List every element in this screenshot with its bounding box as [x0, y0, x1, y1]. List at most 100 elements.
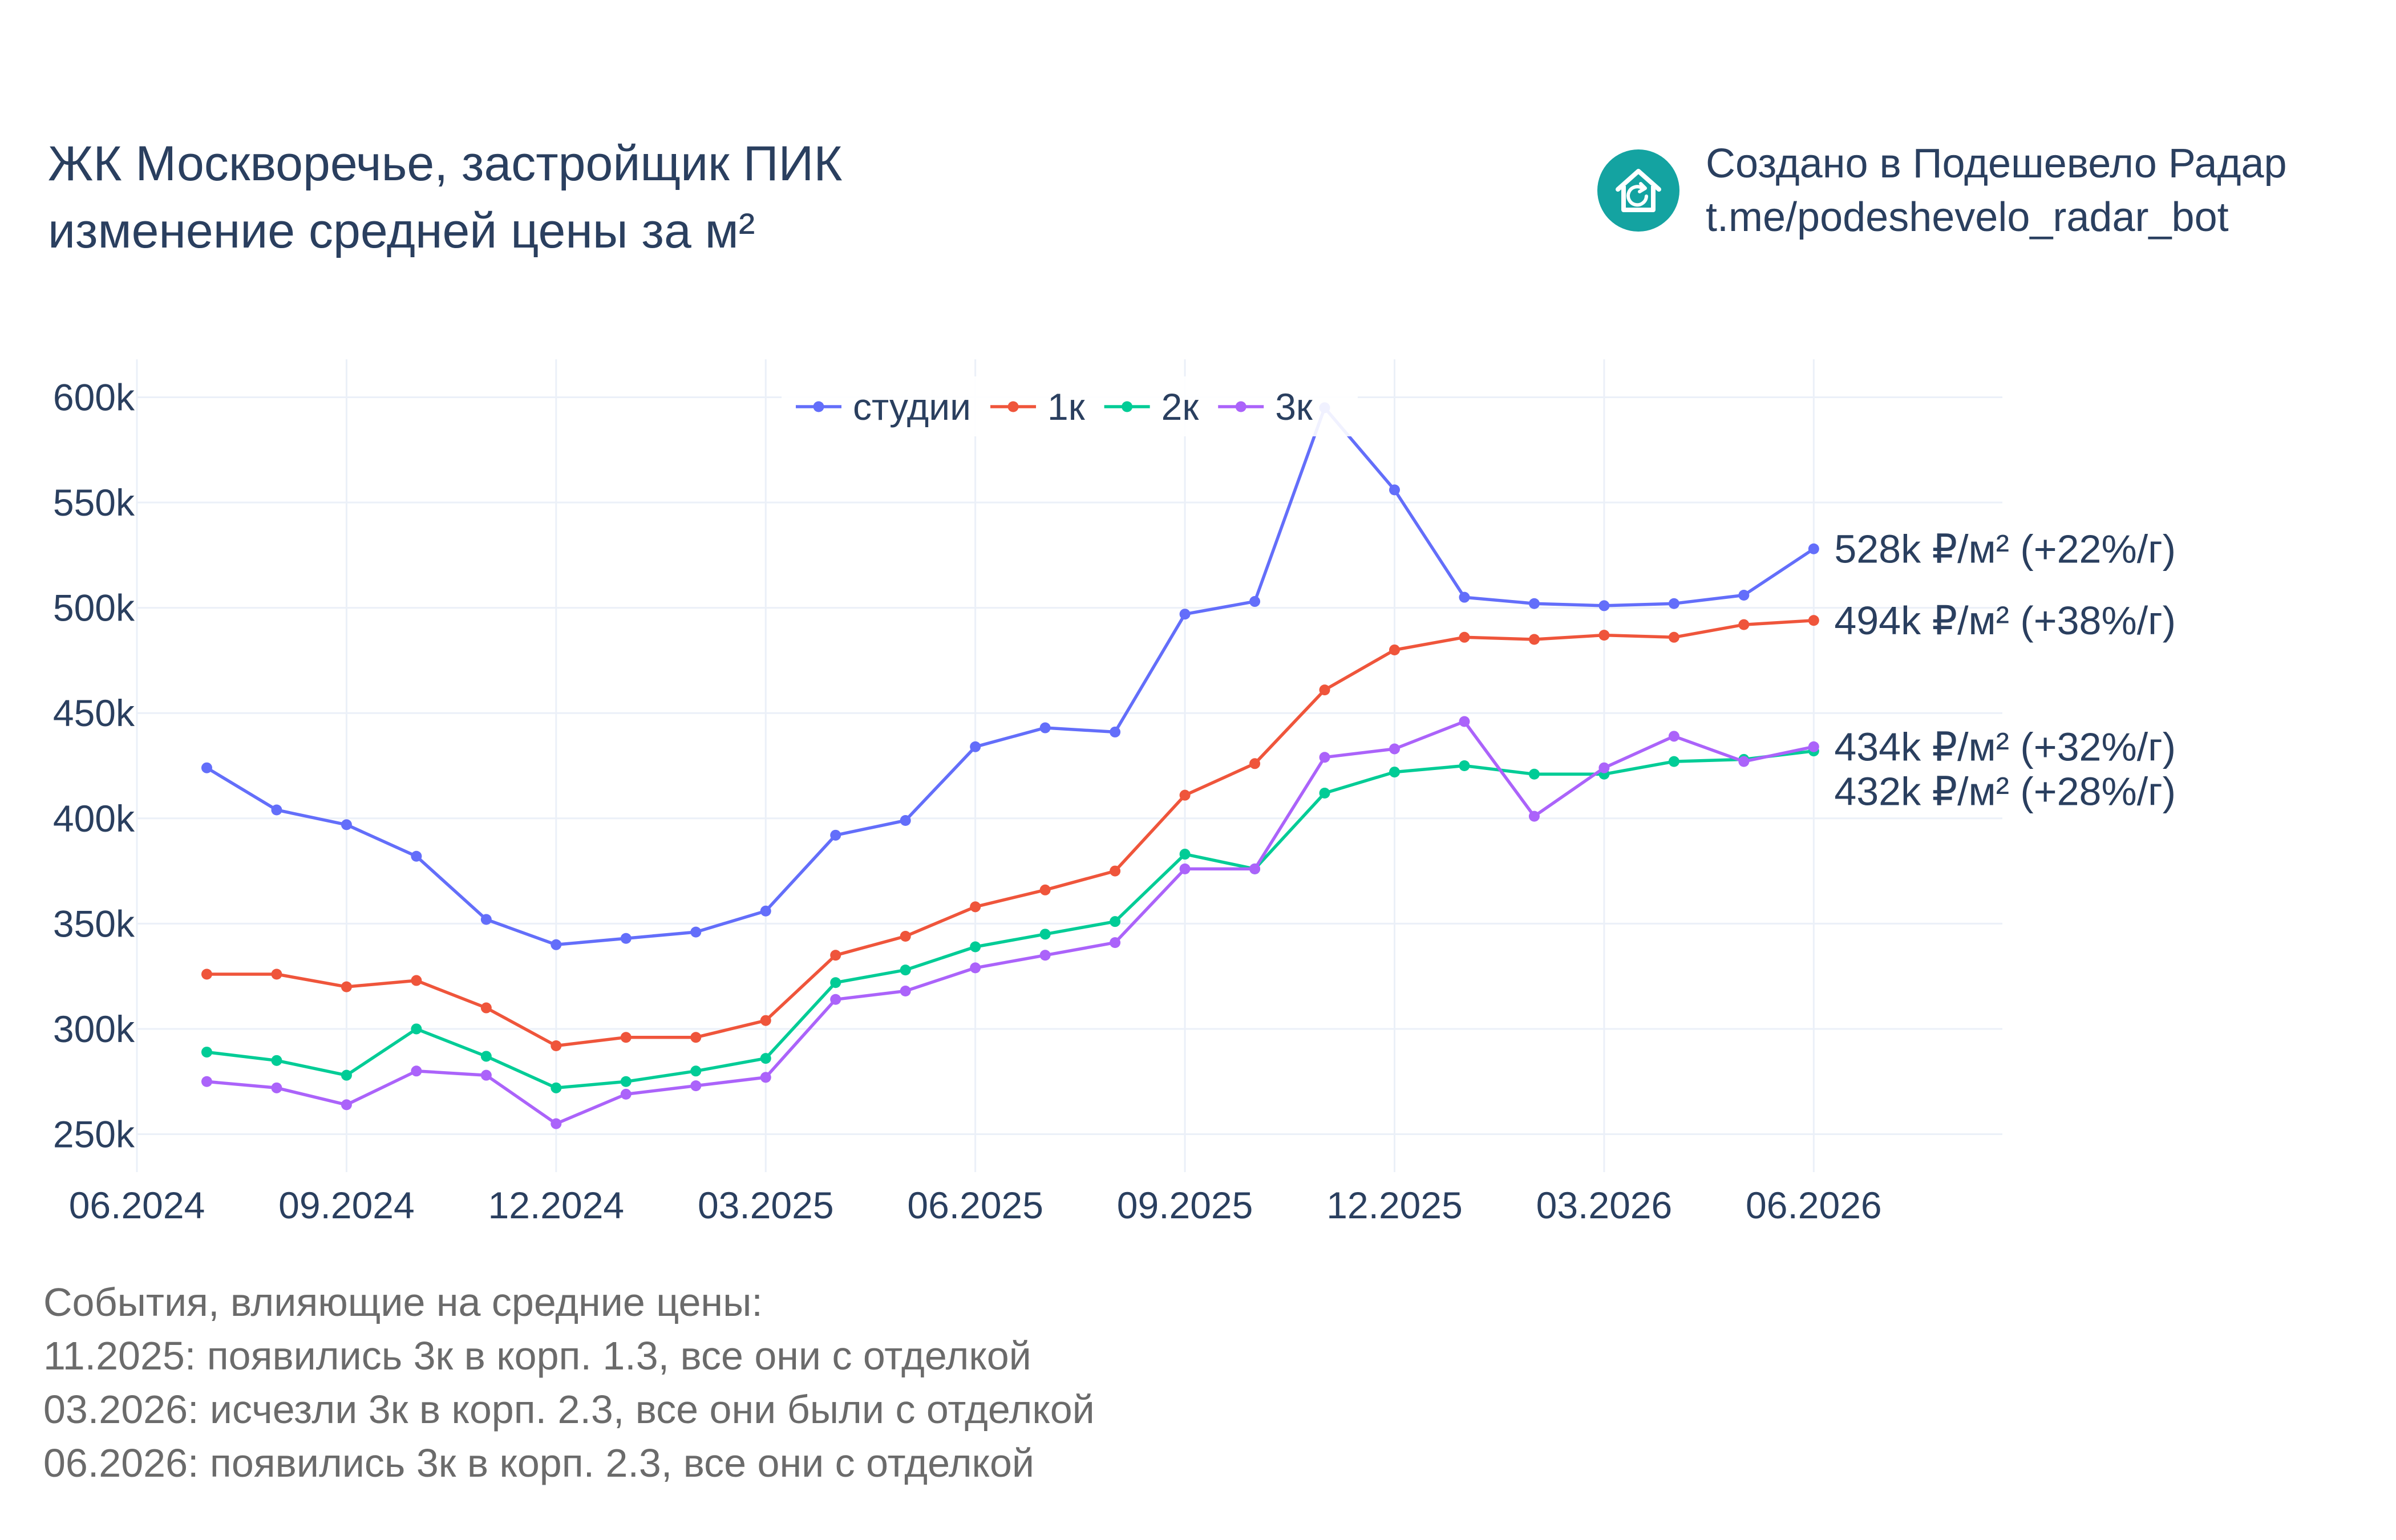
data-point: [411, 975, 422, 986]
data-point: [760, 1015, 771, 1026]
data-point: [620, 1076, 632, 1087]
data-point: [271, 1055, 282, 1066]
data-point: [1039, 929, 1051, 940]
brand-block: Создано в Подешевело Радар t.me/podeshev…: [1597, 137, 2287, 244]
legend-item[interactable]: 2к: [1104, 386, 1200, 428]
data-point: [970, 741, 981, 752]
data-point: [760, 1053, 771, 1064]
legend-item[interactable]: 1к: [990, 386, 1086, 428]
data-point: [480, 1069, 492, 1081]
y-tick-label: 600k: [53, 376, 135, 418]
data-point: [1528, 768, 1540, 780]
x-tick-label: 12.2025: [1326, 1184, 1463, 1226]
data-point: [1389, 644, 1400, 655]
data-point: [1039, 950, 1051, 961]
chart-title-line-2: изменение средней цены за м²: [48, 204, 755, 258]
data-point: [900, 814, 911, 826]
series-line: [207, 720, 1814, 1125]
data-point: [1039, 722, 1051, 733]
legend-label: 1к: [1047, 386, 1086, 428]
data-point: [1459, 631, 1470, 643]
grid-layer: [136, 359, 2002, 1172]
legend-item[interactable]: студии: [796, 386, 971, 428]
data-point: [620, 1032, 632, 1043]
y-tick-label: 250k: [53, 1113, 135, 1156]
data-point: [201, 762, 212, 773]
data-point: [271, 1082, 282, 1093]
data-point: [1738, 756, 1750, 767]
data-point: [1459, 760, 1470, 771]
series-студии: [201, 402, 1819, 950]
y-tick-label: 350k: [53, 902, 135, 945]
data-point: [1110, 865, 1121, 877]
data-point: [830, 977, 841, 988]
data-point: [551, 1118, 562, 1129]
data-point: [480, 1002, 492, 1014]
data-point: [1668, 731, 1679, 742]
data-point: [201, 968, 212, 980]
data-point: [1668, 598, 1679, 609]
end-label: 432k ₽/м² (+28%/г): [1834, 769, 2176, 813]
data-point: [1110, 726, 1121, 737]
event-item: 11.2025: появились 3к в корп. 1.3, все о…: [43, 1334, 1031, 1378]
x-tick-label: 06.2024: [69, 1184, 205, 1226]
x-tick-label: 09.2025: [1117, 1184, 1253, 1226]
data-point: [201, 1047, 212, 1058]
data-point: [1528, 810, 1540, 822]
data-point: [1110, 937, 1121, 949]
data-point: [1738, 589, 1750, 601]
brand-link[interactable]: t.me/podeshevelo_radar_bot: [1706, 194, 2229, 240]
data-point: [271, 968, 282, 980]
legend-swatch-marker: [1007, 401, 1019, 412]
data-point: [1738, 619, 1750, 630]
data-point: [551, 939, 562, 950]
data-point: [1389, 484, 1400, 496]
event-item: 03.2026: исчезли 3к в корп. 2.3, все они…: [43, 1387, 1095, 1432]
series-3к: [201, 716, 1819, 1129]
series-2к: [201, 745, 1819, 1093]
data-point: [1319, 684, 1330, 696]
legend-item[interactable]: 3к: [1218, 386, 1313, 428]
data-point: [690, 1080, 702, 1092]
data-point: [1668, 631, 1679, 643]
events-heading: События, влияющие на средние цены:: [43, 1280, 763, 1324]
data-point: [1249, 863, 1261, 874]
end-label: 528k ₽/м² (+22%/г): [1834, 526, 2176, 571]
x-tick-label: 06.2026: [1746, 1184, 1882, 1226]
series-line: [206, 406, 1815, 947]
data-point: [551, 1082, 562, 1093]
data-point: [1389, 767, 1400, 778]
data-point: [970, 962, 981, 974]
data-point: [690, 1065, 702, 1077]
legend-label: студии: [853, 386, 971, 428]
end-labels-layer: 528k ₽/м² (+22%/г) 494k ₽/м² (+38%/г) 434k…: [1834, 526, 2176, 813]
y-tick-label: 550k: [53, 481, 135, 524]
series-line: [207, 619, 1814, 1048]
legend[interactable]: студии 1к 2к 3к: [782, 376, 1358, 436]
x-tick-label: 12.2024: [488, 1184, 625, 1226]
data-point: [1249, 596, 1261, 607]
legend-swatch-marker: [1122, 401, 1133, 412]
event-item: 06.2026: появились 3к в корп. 2.3, все о…: [43, 1441, 1034, 1485]
data-point: [1459, 591, 1470, 603]
x-tick-label: 03.2026: [1536, 1184, 1673, 1226]
data-point: [690, 1032, 702, 1043]
axis-layer: 250k 300k 350k 400k 450k 500k 550k 600k 06.2024 0…: [53, 376, 1882, 1226]
data-point: [620, 1088, 632, 1100]
data-point: [551, 1040, 562, 1051]
data-point: [1110, 916, 1121, 927]
y-tick-label: 450k: [53, 692, 135, 734]
y-tick-label: 300k: [53, 1008, 135, 1050]
data-point: [1319, 752, 1330, 763]
data-point: [690, 926, 702, 938]
chart-title: ЖК Москворечье, застройщик ПИК изменение…: [48, 130, 842, 265]
data-point: [760, 1072, 771, 1083]
series-layer: [201, 402, 1819, 1129]
data-point: [1249, 758, 1261, 769]
data-point: [1808, 543, 1819, 554]
data-point: [1179, 863, 1191, 874]
x-tick-label: 03.2025: [698, 1184, 834, 1226]
house-refresh-icon: [1597, 149, 1679, 232]
end-label: 494k ₽/м² (+38%/г): [1834, 598, 2176, 643]
